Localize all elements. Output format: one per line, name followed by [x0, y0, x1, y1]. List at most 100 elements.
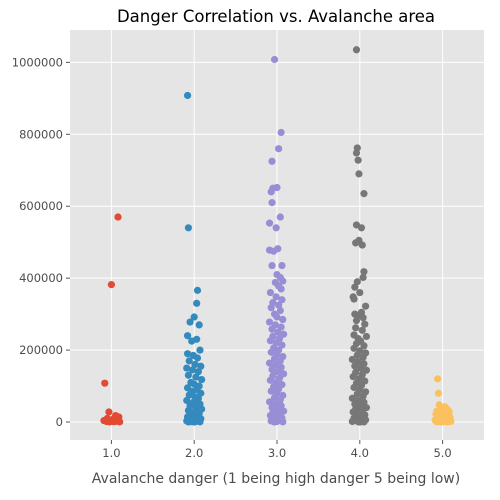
data-point — [265, 318, 274, 326]
data-point — [268, 157, 276, 165]
data-point — [278, 296, 286, 304]
data-point — [353, 351, 361, 359]
data-point — [186, 318, 194, 326]
data-point — [183, 91, 192, 100]
data-point — [275, 145, 283, 153]
data-point — [279, 418, 287, 426]
data-point — [184, 371, 192, 379]
data-point — [265, 398, 274, 406]
x-tick-label: 4.0 — [351, 446, 369, 460]
data-point — [107, 281, 115, 289]
data-point — [270, 55, 279, 64]
data-point — [268, 199, 276, 207]
data-point — [197, 362, 205, 370]
data-point — [350, 295, 358, 303]
y-tick-label: 400000 — [19, 271, 63, 285]
data-point — [116, 418, 124, 426]
data-point — [357, 364, 365, 372]
data-point — [273, 183, 281, 192]
data-point — [266, 376, 274, 384]
data-point — [351, 362, 359, 370]
data-point — [277, 128, 285, 137]
data-point — [355, 170, 363, 178]
data-point — [196, 346, 204, 354]
data-point — [114, 213, 122, 221]
data-point — [272, 224, 280, 232]
data-point — [351, 283, 359, 291]
data-point — [268, 325, 276, 333]
data-point — [183, 364, 191, 372]
data-point — [185, 357, 193, 365]
data-point — [270, 355, 279, 363]
series-3 — [265, 55, 288, 426]
data-point — [356, 288, 364, 297]
data-point — [360, 190, 368, 198]
data-point — [359, 392, 367, 400]
data-point — [273, 313, 281, 321]
data-point — [274, 368, 282, 376]
data-point — [352, 317, 361, 325]
y-tick-label: 600000 — [19, 199, 63, 213]
data-point — [352, 324, 360, 332]
data-point — [348, 394, 356, 402]
data-point — [268, 261, 276, 270]
data-point — [194, 395, 202, 403]
data-point — [193, 299, 201, 307]
data-point — [191, 360, 199, 369]
data-point — [270, 247, 278, 255]
y-tick-label: 0 — [56, 415, 63, 429]
data-point — [183, 332, 192, 340]
data-point — [276, 213, 284, 221]
data-point — [359, 273, 367, 282]
data-point — [270, 418, 279, 426]
data-point — [267, 387, 275, 395]
data-point — [443, 418, 452, 426]
chart-title: Danger Correlation vs. Avalanche area — [117, 7, 435, 26]
x-axis-label: Avalanche danger (1 being high danger 5 … — [92, 471, 460, 487]
data-point — [353, 390, 361, 398]
data-point — [266, 337, 274, 345]
series-1 — [100, 213, 124, 426]
data-point — [277, 285, 285, 293]
x-tick-label: 3.0 — [268, 446, 286, 460]
data-point — [353, 278, 361, 286]
data-point — [194, 368, 202, 376]
data-point — [348, 355, 356, 364]
y-tick-label: 1000000 — [12, 55, 63, 69]
data-point — [267, 304, 275, 312]
data-point — [184, 418, 192, 426]
data-point — [193, 354, 202, 362]
data-point — [352, 239, 360, 247]
data-point — [361, 320, 369, 328]
data-point — [183, 350, 192, 358]
data-point — [276, 357, 284, 365]
data-point — [190, 418, 198, 426]
data-point — [360, 268, 368, 276]
data-point — [437, 418, 445, 426]
data-point — [265, 219, 274, 227]
data-point — [279, 277, 287, 285]
data-point — [266, 288, 274, 297]
data-point — [349, 373, 357, 381]
data-point — [267, 188, 275, 196]
data-point — [275, 301, 283, 309]
data-point — [352, 149, 361, 157]
data-point — [267, 348, 275, 356]
data-point — [188, 337, 196, 345]
data-point — [106, 418, 114, 426]
data-point — [354, 156, 362, 164]
data-point — [193, 286, 202, 294]
data-point — [198, 375, 206, 384]
data-point — [352, 46, 361, 54]
x-tick-label: 5.0 — [433, 446, 451, 460]
data-point — [279, 315, 287, 324]
x-tick-label: 1.0 — [102, 446, 120, 460]
series-5 — [431, 375, 455, 426]
data-point — [434, 389, 443, 397]
data-point — [350, 383, 358, 392]
data-point — [195, 321, 203, 329]
data-point — [362, 302, 370, 310]
data-point — [190, 313, 198, 321]
